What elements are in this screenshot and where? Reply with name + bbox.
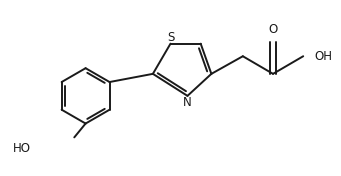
Text: O: O [268,23,278,36]
Text: HO: HO [13,142,31,155]
Text: N: N [183,96,192,109]
Text: S: S [167,31,174,44]
Text: OH: OH [314,50,332,63]
